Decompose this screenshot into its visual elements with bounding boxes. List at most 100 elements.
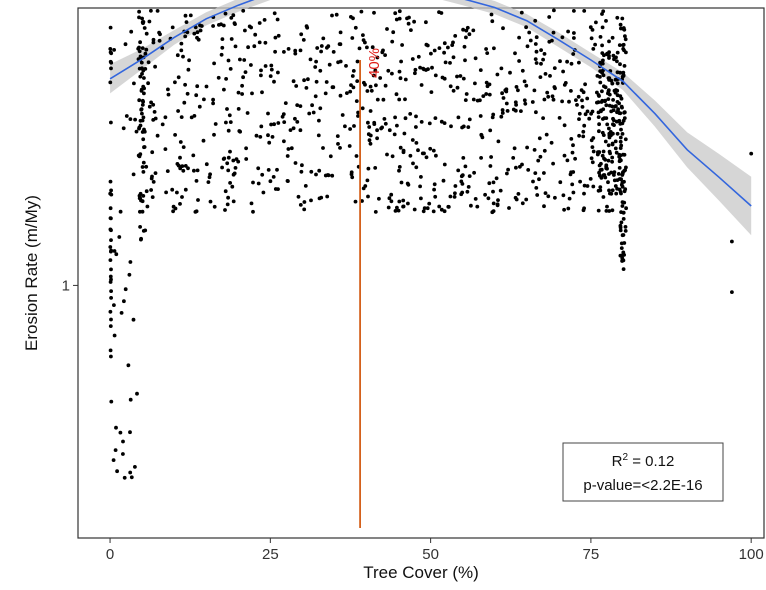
data-point — [499, 66, 504, 71]
data-point — [624, 50, 628, 55]
r-squared-value: = 0.12 — [628, 453, 674, 470]
data-point — [123, 42, 128, 47]
data-point — [366, 120, 370, 125]
data-point — [473, 197, 478, 201]
data-point — [151, 37, 156, 42]
data-point — [542, 204, 546, 209]
data-point — [730, 290, 734, 294]
data-point — [573, 156, 577, 161]
data-point — [603, 85, 608, 90]
data-point — [577, 111, 582, 116]
data-point — [356, 110, 360, 115]
data-point — [449, 124, 453, 129]
data-point — [108, 227, 113, 232]
data-point — [316, 133, 321, 138]
data-point — [520, 162, 524, 167]
data-point — [175, 162, 180, 166]
data-point — [137, 98, 142, 103]
data-point — [582, 123, 587, 128]
data-point — [369, 88, 374, 93]
y-tick-label: 100 — [45, 0, 70, 2]
data-point — [271, 175, 276, 179]
data-point — [196, 198, 200, 202]
data-point — [225, 202, 230, 207]
data-point — [122, 475, 127, 480]
data-point — [448, 194, 453, 199]
data-point — [233, 44, 238, 49]
data-point — [598, 173, 602, 178]
data-point — [553, 86, 557, 91]
data-point — [484, 47, 488, 51]
data-point — [273, 49, 277, 54]
data-point — [150, 195, 155, 200]
data-point — [516, 88, 520, 93]
data-point — [448, 84, 453, 89]
data-point — [196, 37, 201, 42]
data-point — [387, 196, 392, 201]
data-point — [419, 83, 424, 87]
data-point — [614, 150, 619, 155]
data-point — [357, 46, 362, 51]
data-point — [386, 68, 391, 73]
data-point — [223, 208, 227, 212]
data-point — [532, 148, 537, 152]
data-point — [373, 210, 378, 214]
data-point — [151, 102, 156, 107]
data-point — [492, 46, 496, 51]
data-point — [455, 85, 460, 90]
data-point — [251, 209, 255, 214]
data-point — [155, 133, 160, 138]
data-point — [176, 75, 181, 80]
data-point — [397, 16, 402, 21]
data-point — [317, 168, 322, 173]
data-point — [542, 97, 547, 102]
data-point — [612, 123, 616, 127]
data-point — [414, 165, 419, 170]
data-point — [348, 127, 352, 131]
data-point — [373, 166, 378, 170]
data-point — [569, 61, 574, 66]
data-point — [397, 97, 402, 102]
data-point — [459, 174, 464, 179]
data-point — [141, 160, 146, 165]
data-point — [547, 15, 552, 19]
data-point — [539, 48, 543, 52]
data-point — [179, 48, 184, 53]
data-point — [496, 198, 500, 203]
data-point — [147, 104, 152, 109]
data-point — [617, 154, 622, 159]
data-point — [109, 248, 113, 253]
data-point — [456, 115, 461, 120]
data-point — [304, 86, 309, 90]
data-point — [582, 9, 587, 13]
data-point — [600, 89, 604, 94]
data-point — [534, 61, 539, 65]
data-point — [181, 168, 186, 173]
data-point — [441, 178, 446, 183]
data-point — [730, 239, 734, 244]
data-point — [421, 209, 426, 214]
data-point — [242, 58, 247, 62]
data-point — [519, 10, 524, 15]
data-point — [622, 179, 626, 184]
data-point — [226, 195, 231, 200]
data-point — [266, 133, 270, 138]
data-point — [537, 177, 541, 182]
data-point — [314, 79, 319, 84]
data-point — [621, 258, 626, 263]
data-point — [448, 61, 452, 65]
data-point — [408, 153, 413, 158]
data-point — [178, 140, 183, 144]
x-tick-label: 50 — [422, 546, 439, 563]
data-point — [524, 25, 528, 30]
data-point — [112, 333, 117, 338]
data-point — [232, 171, 237, 176]
data-point — [285, 154, 290, 158]
data-point — [149, 176, 154, 181]
data-point — [544, 132, 549, 137]
data-point — [520, 201, 525, 206]
data-point — [619, 26, 623, 31]
data-point — [483, 192, 487, 197]
reference-line: 40% — [359, 48, 383, 528]
data-point — [133, 465, 137, 469]
